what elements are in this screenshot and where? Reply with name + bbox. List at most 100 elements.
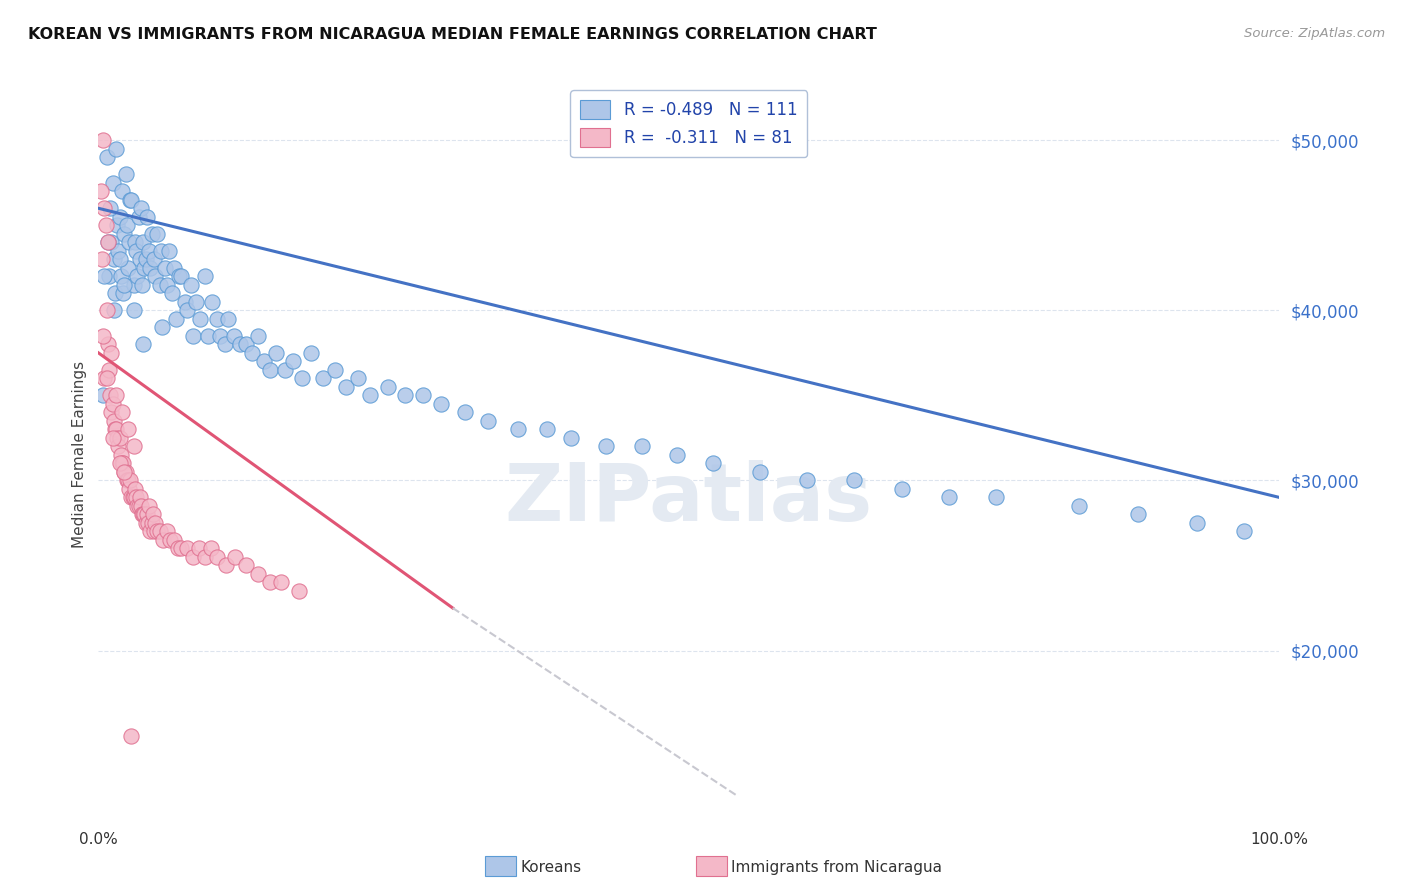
Text: ZIPatlas: ZIPatlas: [505, 459, 873, 538]
Point: [477, 414, 499, 428]
Point: [98, 363, 121, 377]
Point: [149, 277, 172, 292]
Point: [112, 457, 135, 471]
Point: [114, 167, 136, 181]
Point: [107, 244, 129, 258]
Point: [246, 566, 269, 581]
Point: [186, 294, 208, 309]
Point: [146, 227, 169, 241]
Point: [142, 508, 165, 522]
Point: [173, 294, 195, 309]
Point: [103, 414, 125, 428]
Point: [224, 329, 246, 343]
Point: [702, 457, 724, 471]
Point: [90, 184, 112, 198]
Point: [844, 474, 866, 488]
Point: [117, 422, 139, 436]
Point: [100, 235, 122, 250]
Point: [394, 388, 416, 402]
Point: [129, 499, 152, 513]
Point: [120, 193, 142, 207]
Point: [117, 474, 139, 488]
Point: [125, 491, 148, 505]
Point: [259, 575, 281, 590]
Point: [188, 311, 211, 326]
Point: [215, 558, 238, 573]
Point: [235, 337, 257, 351]
Point: [666, 448, 689, 462]
Point: [91, 329, 114, 343]
Point: [201, 294, 224, 309]
Point: [105, 388, 128, 402]
Point: [91, 133, 114, 147]
Point: [152, 533, 174, 547]
Point: [163, 260, 186, 275]
Point: [290, 371, 312, 385]
Point: [312, 371, 335, 385]
Point: [197, 329, 219, 343]
Point: [160, 286, 183, 301]
Point: [176, 541, 198, 556]
Point: [112, 277, 135, 292]
Point: [1126, 508, 1149, 522]
Point: [288, 584, 311, 599]
Point: [121, 491, 143, 505]
Point: [105, 422, 128, 436]
Point: [104, 286, 127, 301]
Text: Source: ZipAtlas.com: Source: ZipAtlas.com: [1244, 27, 1385, 40]
Point: [122, 491, 145, 505]
Point: [890, 482, 912, 496]
Point: [132, 337, 155, 351]
Point: [121, 193, 143, 207]
Point: [91, 388, 114, 402]
Point: [214, 337, 236, 351]
Point: [118, 235, 141, 250]
Point: [111, 457, 134, 471]
Point: [224, 549, 246, 564]
Point: [187, 541, 209, 556]
Point: [595, 439, 617, 453]
Point: [146, 524, 169, 539]
Point: [121, 729, 143, 743]
Point: [135, 252, 157, 267]
Point: [108, 431, 131, 445]
Point: [98, 388, 121, 402]
Point: [180, 277, 202, 292]
Point: [120, 474, 142, 488]
Point: [139, 260, 162, 275]
Point: [156, 277, 179, 292]
Point: [217, 311, 239, 326]
Point: [96, 150, 118, 164]
Point: [112, 286, 135, 301]
Point: [181, 549, 204, 564]
Point: [139, 524, 162, 539]
Point: [132, 235, 155, 250]
Point: [118, 482, 141, 496]
Point: [122, 439, 145, 453]
Point: [93, 269, 115, 284]
Point: [105, 431, 128, 445]
Point: [115, 219, 138, 233]
Point: [453, 405, 475, 419]
Point: [134, 260, 156, 275]
Point: [163, 533, 186, 547]
Point: [200, 541, 222, 556]
Point: [98, 269, 121, 284]
Point: [91, 252, 114, 267]
Point: [283, 354, 305, 368]
Point: [122, 277, 145, 292]
Point: [630, 439, 652, 453]
Point: [984, 491, 1007, 505]
Point: [377, 380, 399, 394]
Point: [96, 371, 118, 385]
Point: [105, 142, 128, 156]
Point: [430, 397, 453, 411]
Point: [253, 354, 276, 368]
Point: [235, 558, 257, 573]
Point: [127, 499, 149, 513]
Point: [101, 176, 124, 190]
Point: [270, 575, 292, 590]
Point: [117, 260, 139, 275]
Point: [124, 235, 146, 250]
Point: [142, 524, 165, 539]
